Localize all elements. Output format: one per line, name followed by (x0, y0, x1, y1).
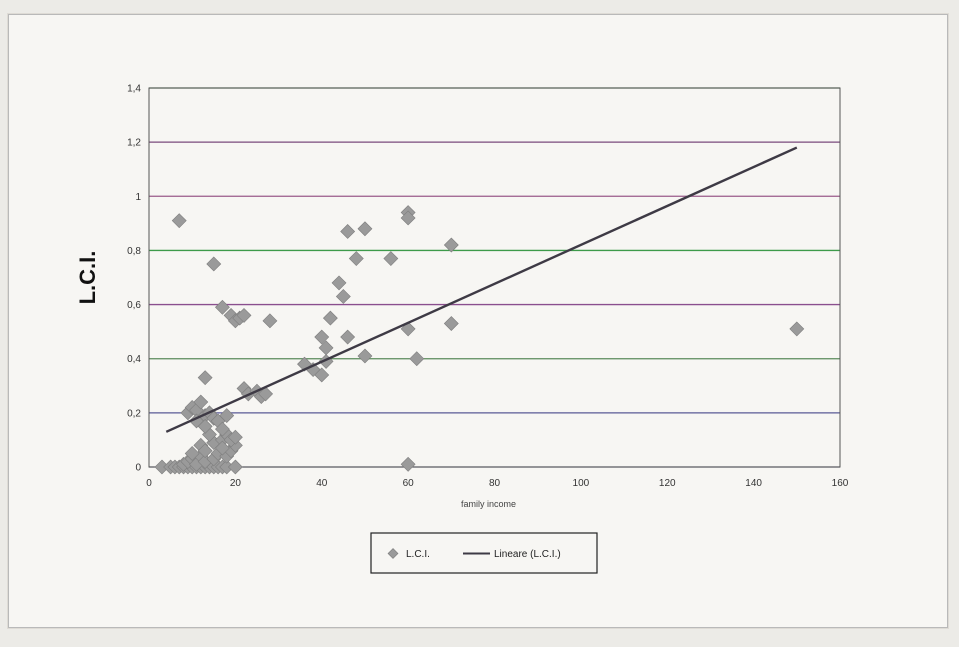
data-point (206, 256, 222, 272)
legend-entry-lci: L.C.I. (406, 549, 430, 560)
gridlines (149, 87, 840, 468)
data-point (227, 459, 243, 475)
data-point (184, 446, 200, 461)
y-tick-label: 0 (135, 463, 141, 474)
trend-line (165, 146, 798, 433)
x-tick-label: 120 (659, 478, 676, 489)
x-tick-label: 100 (573, 478, 590, 489)
data-point (348, 251, 364, 266)
x-tick-label: 20 (230, 478, 242, 489)
chart-frame: 0 0,2 0,4 0,6 0,8 1 1,2 1,4 0 20 40 60 80 100 120 140 1… (8, 14, 948, 628)
data-point (314, 367, 330, 383)
data-points (154, 205, 805, 475)
data-point (789, 321, 805, 337)
data-point (318, 353, 334, 369)
data-point (297, 356, 312, 372)
data-point (331, 275, 347, 291)
x-tick-label: 60 (403, 478, 415, 489)
data-point (197, 443, 213, 459)
data-point (409, 351, 425, 367)
data-point (357, 221, 373, 237)
x-tick-label: 160 (832, 478, 849, 489)
plot-area-border (148, 87, 841, 468)
data-point (193, 394, 209, 410)
data-point (400, 210, 416, 226)
y-tick-label: 1,4 (127, 84, 141, 95)
y-tick-label: 0,4 (127, 354, 141, 365)
data-point (383, 251, 399, 266)
y-tick-label: 0,2 (127, 408, 141, 419)
data-point (214, 421, 230, 437)
y-tick-label: 0,6 (127, 300, 141, 311)
x-tick-labels: 0 20 40 60 80 100 120 140 160 (146, 478, 849, 489)
data-point (262, 313, 278, 329)
x-tick-label: 140 (745, 478, 762, 489)
data-point (258, 386, 274, 402)
data-point (443, 316, 459, 331)
data-point (400, 456, 416, 472)
x-tick-label: 80 (489, 478, 501, 489)
data-point (340, 224, 356, 239)
data-point (214, 440, 230, 456)
data-point (340, 329, 356, 345)
legend-entry-lineare: Lineare (L.C.I.) (494, 549, 561, 560)
y-tick-label: 0,8 (127, 246, 141, 257)
legend-marker-diamond-icon (387, 548, 399, 559)
y-axis-label: L.C.I. (75, 251, 100, 305)
data-point (219, 408, 235, 423)
y-tick-label: 1,2 (127, 138, 141, 149)
legend-box (370, 532, 598, 574)
data-point (197, 418, 213, 434)
x-axis-label: family income (461, 499, 516, 509)
data-point (197, 370, 213, 386)
data-point (214, 299, 230, 315)
y-tick-label: 1 (135, 192, 141, 203)
data-point (236, 307, 252, 323)
data-point (443, 237, 459, 253)
y-tick-labels: 0 0,2 0,4 0,6 0,8 1 1,2 1,4 (127, 84, 141, 474)
data-point (357, 348, 373, 364)
scatter-chart: 0 0,2 0,4 0,6 0,8 1 1,2 1,4 0 20 40 60 80 100 120 140 1… (75, 84, 849, 574)
data-point (322, 310, 338, 326)
data-point (227, 429, 243, 445)
data-point (335, 289, 351, 304)
x-tick-label: 0 (146, 478, 152, 489)
data-point (314, 329, 330, 345)
x-tick-label: 40 (316, 478, 328, 489)
data-point (171, 213, 187, 229)
legend: L.C.I. Lineare (L.C.I.) (370, 532, 598, 574)
